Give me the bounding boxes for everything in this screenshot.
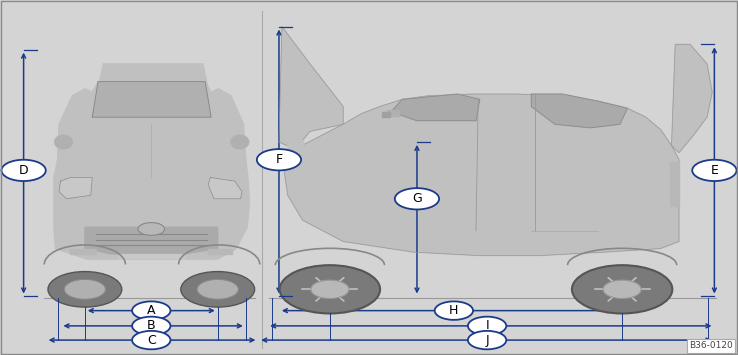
Text: J: J: [486, 334, 489, 346]
Polygon shape: [531, 94, 627, 128]
Text: I: I: [486, 320, 489, 332]
Circle shape: [280, 265, 380, 313]
Polygon shape: [279, 27, 343, 149]
Polygon shape: [118, 254, 184, 258]
Polygon shape: [208, 248, 232, 254]
Polygon shape: [672, 44, 712, 153]
Circle shape: [692, 160, 737, 181]
Circle shape: [468, 317, 506, 335]
Text: A: A: [147, 304, 156, 317]
Polygon shape: [208, 178, 242, 199]
Polygon shape: [92, 82, 211, 117]
Polygon shape: [70, 248, 96, 254]
Polygon shape: [387, 110, 399, 116]
Circle shape: [603, 280, 641, 299]
Ellipse shape: [55, 135, 72, 149]
Circle shape: [64, 279, 106, 299]
Ellipse shape: [230, 135, 249, 149]
Circle shape: [311, 280, 349, 299]
Text: C: C: [147, 334, 156, 346]
Text: G: G: [412, 192, 422, 205]
Circle shape: [197, 279, 238, 299]
Polygon shape: [58, 82, 246, 185]
Polygon shape: [284, 94, 679, 256]
Polygon shape: [85, 227, 218, 255]
Circle shape: [132, 317, 170, 335]
Polygon shape: [391, 94, 480, 121]
Circle shape: [572, 265, 672, 313]
Circle shape: [132, 331, 170, 349]
Polygon shape: [670, 162, 679, 206]
Text: E: E: [711, 164, 718, 177]
Text: F: F: [275, 153, 283, 166]
Polygon shape: [54, 160, 249, 259]
Circle shape: [48, 272, 122, 307]
Circle shape: [1, 160, 46, 181]
Text: D: D: [18, 164, 29, 177]
Polygon shape: [59, 178, 92, 199]
Text: H: H: [449, 304, 458, 317]
Circle shape: [138, 223, 165, 235]
Circle shape: [132, 301, 170, 320]
Circle shape: [435, 301, 473, 320]
Circle shape: [257, 149, 301, 170]
Polygon shape: [96, 64, 210, 99]
Text: B: B: [147, 320, 156, 332]
Polygon shape: [288, 133, 304, 156]
Circle shape: [181, 272, 255, 307]
Circle shape: [395, 188, 439, 209]
Polygon shape: [382, 112, 390, 117]
Text: B36-0120: B36-0120: [689, 342, 733, 350]
Circle shape: [468, 331, 506, 349]
